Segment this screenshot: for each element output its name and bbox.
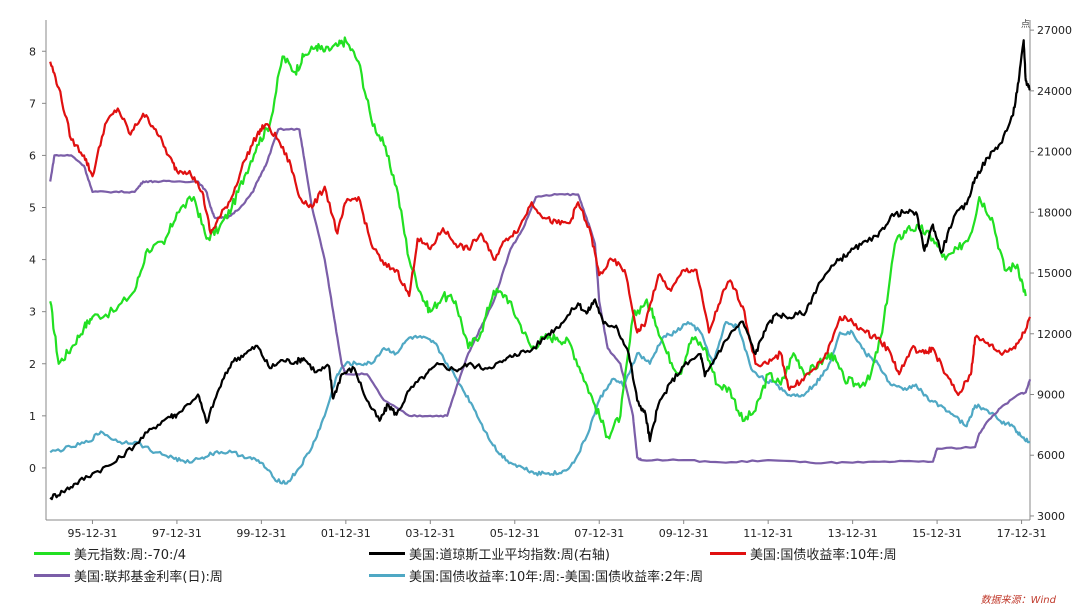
series-line-2 [49, 61, 1032, 397]
y-right-tick-label: 21000 [1037, 146, 1072, 159]
x-tick-label: 07-12-31 [574, 527, 624, 540]
legend-swatch-10y-yield [710, 551, 746, 555]
legend-swatch-10y-2y-spread [369, 573, 405, 577]
legend-label-10y-yield: 美国:国债收益率:10年:周 [750, 547, 897, 563]
y-left-tick-label: 4 [29, 254, 36, 267]
x-tick-label: 99-12-31 [236, 527, 286, 540]
y-left-tick-label: 3 [29, 306, 36, 319]
series-line-1 [49, 39, 1031, 501]
y-right-tick-label: 3000 [1037, 510, 1065, 523]
y-left-tick-label: 0 [29, 462, 36, 475]
legend-label-usd-index: 美元指数:周:-70:/4 [74, 547, 187, 563]
y-right-tick-label: 27000 [1037, 24, 1072, 37]
y-right-tick-label: 15000 [1037, 267, 1072, 280]
legend-label-dow-jones: 美国:道琼斯工业平均指数:周(右轴) [409, 547, 610, 563]
legend-usd-index[interactable]: 美元指数:周:-70:/4 [34, 543, 186, 563]
x-tick-label: 15-12-31 [912, 527, 962, 540]
legend-swatch-usd-index [34, 551, 70, 555]
x-tick-label: 97-12-31 [152, 527, 202, 540]
source-note: 数据来源：Wind [980, 595, 1056, 606]
chart-series-layer [49, 36, 1032, 501]
y-right-tick-label: 18000 [1037, 206, 1072, 219]
legend-dow-jones[interactable]: 美国:道琼斯工业平均指数:周(右轴) [369, 543, 610, 563]
legend-fed-funds[interactable]: 美国:联邦基金利率(日):周 [34, 565, 223, 585]
x-tick-label: 01-12-31 [321, 527, 371, 540]
y-left-tick-label: 5 [29, 202, 36, 215]
series-line-0 [49, 36, 1027, 440]
legend-swatch-fed-funds [34, 573, 70, 577]
legend-10y-2y-spread[interactable]: 美国:国债收益率:10年:周:-美国:国债收益率:2年:周 [369, 565, 703, 585]
corner-mark: 点 [1021, 20, 1031, 30]
legend-label-10y-2y-spread: 美国:国债收益率:10年:周:-美国:国债收益率:2年:周 [409, 569, 704, 585]
y-left-tick-label: 1 [29, 410, 36, 423]
y-right-tick-label: 9000 [1037, 388, 1065, 401]
y-left-tick-label: 8 [29, 45, 36, 58]
x-tick-label: 95-12-31 [67, 527, 117, 540]
y-left-tick-label: 7 [29, 97, 36, 110]
x-tick-label: 09-12-31 [659, 527, 709, 540]
x-tick-label: 05-12-31 [490, 527, 540, 540]
x-tick-label: 03-12-31 [405, 527, 455, 540]
y-left-tick-label: 2 [29, 358, 36, 371]
series-line-4 [49, 321, 1031, 485]
chart-axes: 0 1 2 3 4 5 6 7 8 3000 6000 9000 12000 15000 18000 2100… [29, 20, 1072, 540]
y-right-tick-label: 6000 [1037, 449, 1065, 462]
x-tick-label: 17-12-31 [997, 527, 1047, 540]
legend-swatch-dow-jones [369, 551, 405, 555]
x-tick-label: 13-12-31 [828, 527, 878, 540]
y-right-tick-label: 12000 [1037, 328, 1072, 341]
y-left-tick-label: 6 [29, 149, 36, 162]
y-right-tick-label: 24000 [1037, 85, 1072, 98]
x-tick-label: 11-12-31 [743, 527, 793, 540]
legend-label-fed-funds: 美国:联邦基金利率(日):周 [74, 569, 223, 585]
legend-10y-yield[interactable]: 美国:国债收益率:10年:周 [710, 543, 897, 563]
series-line-3 [49, 127, 1032, 465]
